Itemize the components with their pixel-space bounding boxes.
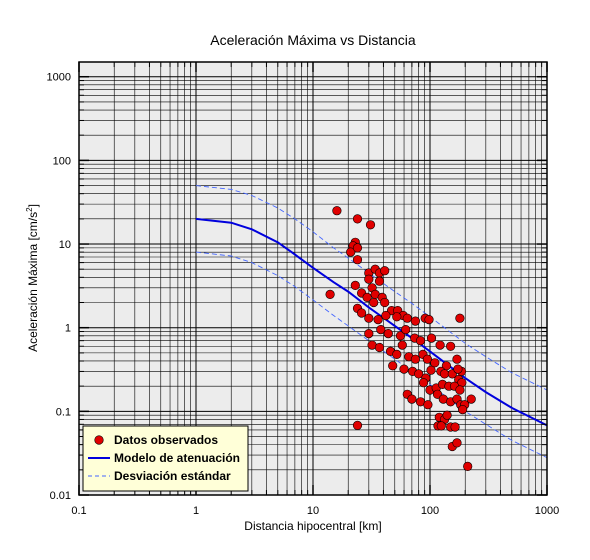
y-tick-labels: 0.01 0.1 1 10 100 1000 [47, 72, 71, 502]
data-point [439, 369, 450, 379]
data-point [369, 297, 379, 308]
data-point [410, 354, 421, 364]
data-point [426, 365, 436, 375]
data-point [350, 280, 360, 291]
data-point [364, 274, 374, 284]
y-axis-label: Aceleración Máxima [cm/s2] [25, 204, 40, 352]
y-axis-label-exponent: 2 [25, 207, 34, 212]
data-point [374, 276, 385, 286]
data-point [381, 310, 391, 321]
data-point [357, 308, 367, 318]
data-point [452, 354, 462, 364]
y-tick-label: 100 [53, 155, 71, 167]
axis-ticks [78, 62, 548, 496]
data-point [380, 266, 390, 276]
data-point [374, 342, 385, 353]
legend: Datos observados Modelo de atenuación De… [82, 425, 249, 492]
legend-marker-points [94, 435, 104, 445]
x-tick-label: 0.1 [71, 505, 86, 517]
data-point [424, 315, 434, 325]
data-point [455, 313, 465, 323]
data-point [365, 220, 376, 230]
data-point [442, 410, 452, 420]
data-point [426, 333, 437, 343]
data-point [446, 341, 456, 351]
data-point [364, 329, 374, 339]
chart-title: Aceleración Máxima vs Distancia [210, 32, 416, 48]
data-points [325, 206, 476, 472]
y-tick-label: 1000 [47, 72, 71, 84]
x-axis-label: Distancia hipocentral [km] [244, 519, 381, 533]
data-point [436, 421, 446, 431]
data-point [332, 206, 342, 216]
data-point [380, 297, 390, 308]
legend-box [82, 425, 249, 492]
data-point [430, 358, 440, 368]
data-point [418, 378, 429, 388]
x-tick-label: 1 [193, 505, 199, 517]
data-point [364, 313, 374, 323]
model-line [195, 217, 548, 427]
data-point [415, 336, 426, 346]
data-point [435, 340, 445, 350]
data-point [373, 315, 383, 325]
data-point [455, 385, 465, 395]
data-point [458, 405, 468, 415]
data-point [383, 329, 393, 339]
data-point [352, 243, 363, 253]
y-axis-label-end: ] [26, 204, 40, 207]
data-point [423, 400, 433, 410]
legend-label-model: Modelo de atenuación [114, 451, 240, 465]
data-point [410, 316, 421, 326]
data-point [362, 292, 372, 303]
x-tick-label: 10 [307, 505, 319, 517]
data-point [452, 438, 462, 448]
data-point [453, 364, 463, 374]
y-tick-label: 1 [65, 323, 71, 335]
data-point [352, 214, 363, 224]
legend-label-points: Datos observados [114, 433, 218, 447]
data-point [325, 289, 335, 300]
x-tick-labels: 0.1 1 10 100 1000 [71, 505, 559, 517]
stddev-line-3 [195, 251, 548, 459]
data-point [466, 394, 476, 404]
y-axis-label-main: Aceleración Máxima [cm/s [26, 212, 40, 352]
x-tick-label: 1000 [535, 505, 559, 517]
stddev-line-2 [195, 185, 548, 391]
data-point [392, 349, 402, 360]
legend-label-stddev: Desviación estándar [114, 469, 231, 483]
x-tick-label: 100 [421, 505, 439, 517]
data-point [450, 422, 460, 432]
data-point [414, 369, 424, 379]
y-tick-label: 0.1 [56, 406, 71, 418]
data-point [402, 313, 412, 323]
data-point [463, 461, 473, 472]
data-point [352, 255, 363, 265]
data-point [407, 394, 417, 404]
y-tick-label: 0.01 [50, 490, 71, 502]
data-point [401, 325, 411, 335]
data-point [352, 420, 363, 431]
series-lines [195, 185, 548, 459]
data-point [399, 364, 409, 374]
data-point [392, 312, 402, 322]
data-point [346, 247, 356, 257]
y-tick-label: 10 [59, 239, 71, 251]
data-point [422, 354, 433, 364]
data-point [397, 340, 407, 350]
data-point [395, 331, 406, 341]
data-point [388, 361, 398, 371]
data-point [376, 325, 386, 335]
